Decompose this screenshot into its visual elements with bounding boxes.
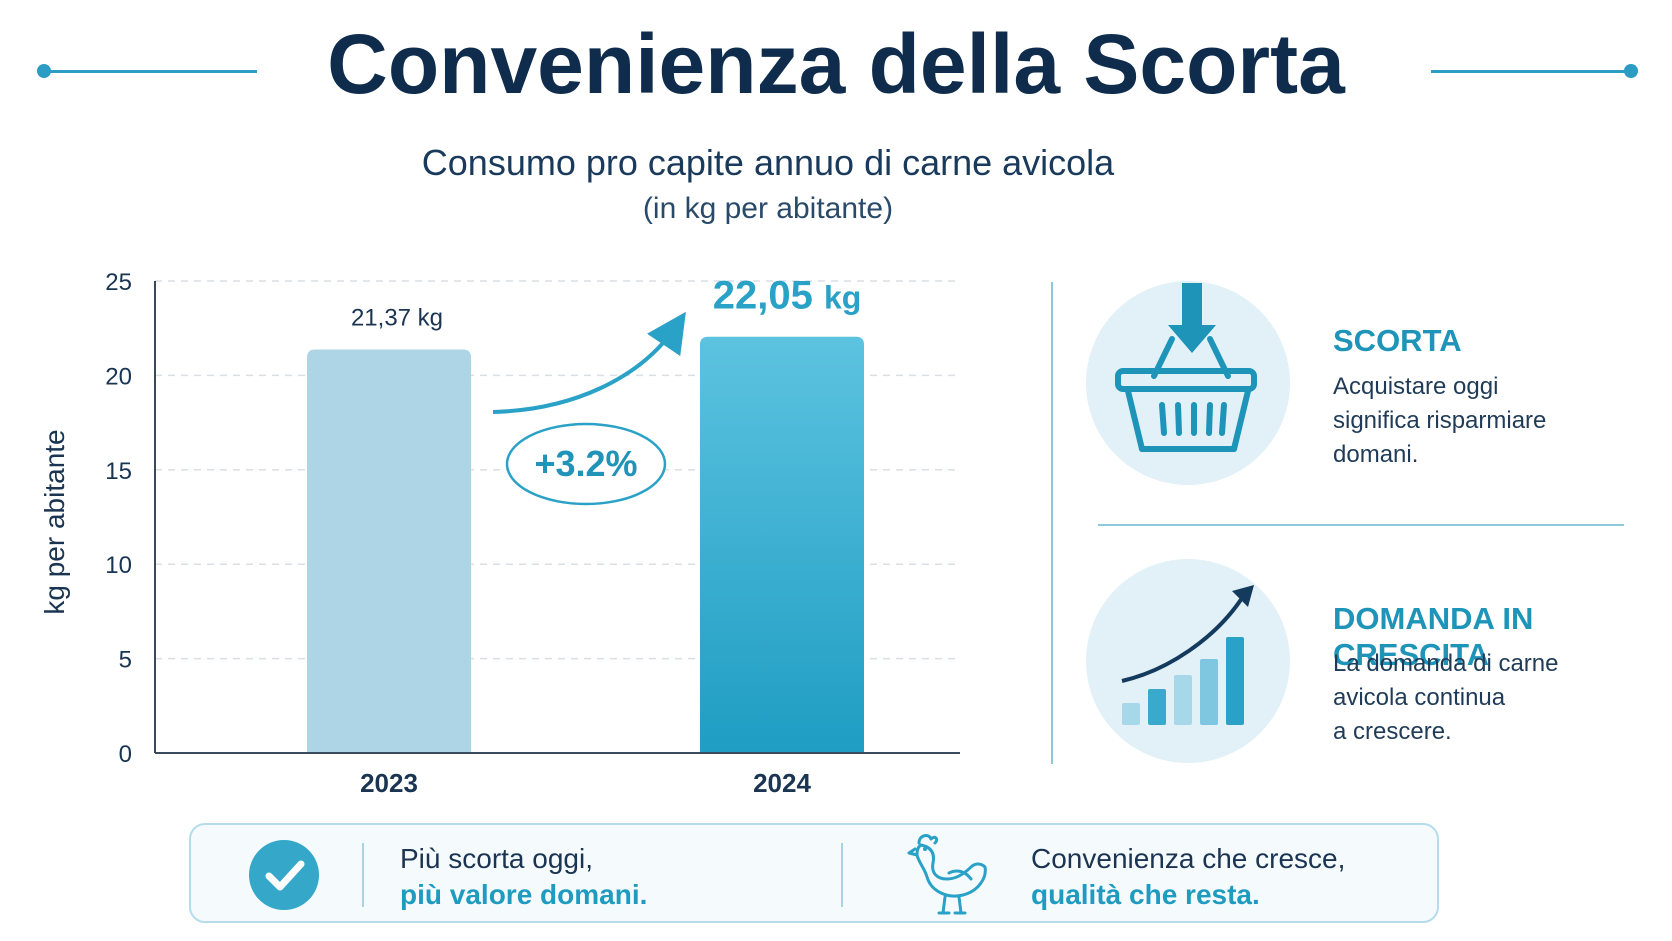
bottom-banner: Più scorta oggi, più valore domani. Conv… — [189, 823, 1439, 923]
y-axis-label: kg per abitante — [39, 429, 70, 614]
header-line-left — [44, 70, 257, 73]
page-title: Convenienza della Scorta — [327, 17, 1345, 111]
change-label: +3.2% — [534, 443, 637, 484]
growth-icon-circle — [1086, 559, 1290, 763]
growth-arrow — [492, 311, 686, 414]
domanda-line: La domanda di carne — [1333, 650, 1559, 677]
scorta-line: domani. — [1333, 441, 1419, 468]
scorta-text: Acquistare oggi significa risparmiare do… — [1333, 370, 1633, 472]
chicken-icon — [907, 834, 987, 915]
scorta-line: significa risparmiare — [1333, 407, 1547, 434]
y-tick-label: 5 — [119, 647, 132, 674]
y-tick-label: 15 — [105, 458, 132, 485]
domanda-line: avicola continua — [1333, 684, 1506, 711]
domanda-text: La domanda di carne avicola continua a c… — [1333, 647, 1633, 749]
scorta-title: SCORTA — [1333, 323, 1462, 358]
banner-left-line1: Più scorta oggi, — [400, 843, 593, 874]
banner-left-line2: più valore domani. — [400, 879, 648, 910]
x-tick-label: 2023 — [360, 768, 418, 798]
panel-divider-vertical — [1051, 282, 1053, 764]
domanda-title: DOMANDA IN CRESCITA — [1333, 601, 1534, 672]
banner-divider — [841, 843, 843, 907]
header-dot-left — [37, 64, 51, 78]
checkmark-icon — [249, 840, 319, 910]
y-tick-label: 10 — [105, 552, 132, 579]
banner-divider — [362, 843, 364, 907]
growth-chart-icon — [1121, 585, 1254, 725]
y-tick-label: 0 — [119, 741, 132, 768]
domanda-line: a crescere. — [1333, 718, 1452, 745]
change-ellipse — [505, 422, 667, 506]
x-tick-label: 2024 — [753, 768, 811, 798]
basket-icon-circle — [1086, 281, 1290, 485]
banner-right-line2: qualità che resta. — [1031, 879, 1260, 910]
header-line-right — [1431, 70, 1631, 73]
data-label: 21,37 kg — [351, 305, 443, 332]
header-dot-right — [1624, 64, 1638, 78]
shopping-basket-icon — [1115, 283, 1257, 452]
y-tick-label: 25 — [105, 269, 132, 296]
chart-title: Consumo pro capite annuo di carne avicol… — [421, 142, 1115, 183]
y-tick-label: 20 — [105, 363, 132, 390]
panel-divider-horizontal — [1098, 524, 1624, 526]
chart-subtitle: (in kg per abitante) — [642, 192, 894, 225]
banner-right-line1: Convenienza che cresce, — [1031, 843, 1346, 874]
bar-2023 — [307, 349, 471, 753]
bar-2024 — [700, 336, 864, 753]
scorta-line: Acquistare oggi — [1333, 373, 1499, 400]
data-label: 22,05 kg — [713, 274, 862, 318]
